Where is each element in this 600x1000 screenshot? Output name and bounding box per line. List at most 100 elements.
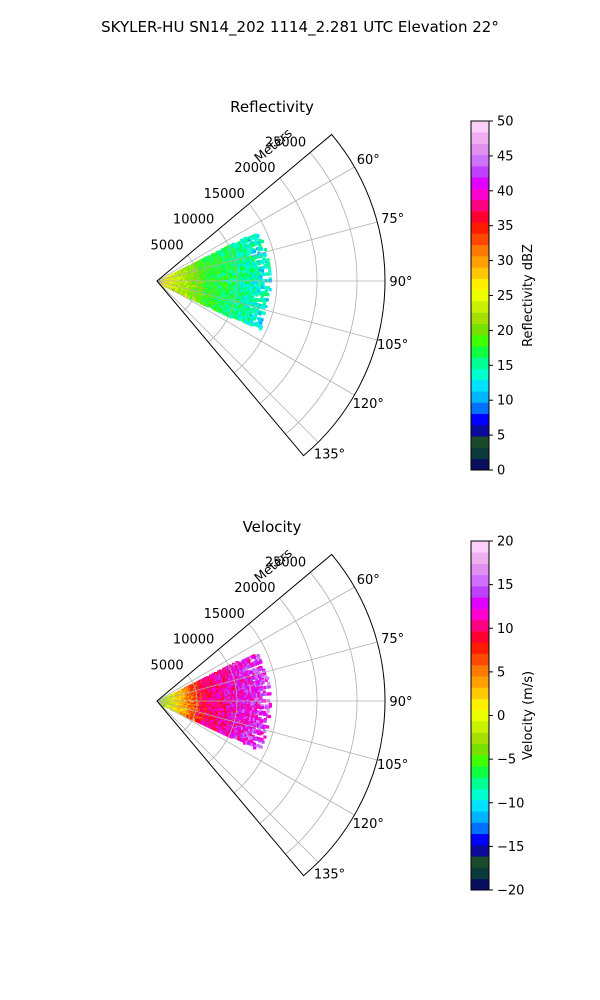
data-pixel bbox=[221, 306, 225, 310]
data-pixel bbox=[201, 301, 205, 306]
data-pixel bbox=[203, 722, 207, 726]
colorbar-segment bbox=[471, 154, 489, 167]
data-pixel bbox=[241, 297, 245, 301]
data-pixel bbox=[250, 275, 254, 279]
data-pixel bbox=[261, 272, 265, 276]
data-pixel bbox=[232, 314, 236, 319]
data-pixel bbox=[240, 243, 244, 247]
colorbar-tick-label: 0 bbox=[497, 464, 505, 479]
colorbar-segment bbox=[471, 199, 489, 212]
data-pixel bbox=[221, 674, 225, 678]
data-pixel bbox=[261, 285, 265, 290]
data-pixel bbox=[253, 235, 257, 239]
data-pixel bbox=[255, 262, 260, 266]
colorbar-segment bbox=[471, 447, 489, 460]
data-pixel bbox=[215, 281, 219, 285]
data-pixel bbox=[263, 248, 267, 252]
data-pixel bbox=[227, 269, 231, 273]
data-pixel bbox=[261, 261, 265, 265]
data-pixel bbox=[263, 286, 267, 290]
colorbar-segment bbox=[471, 391, 489, 403]
data-pixel bbox=[266, 293, 270, 297]
colorbar-segment bbox=[471, 301, 489, 313]
data-pixel bbox=[242, 242, 246, 246]
data-pixel bbox=[262, 292, 266, 296]
data-pixel bbox=[242, 313, 246, 317]
data-pixel bbox=[263, 253, 267, 257]
data-pixel bbox=[254, 281, 258, 285]
data-pixel bbox=[259, 277, 263, 281]
data-pixel bbox=[256, 323, 260, 328]
data-pixel bbox=[226, 252, 230, 256]
polar-frame bbox=[156, 133, 386, 457]
data-pixel bbox=[255, 236, 259, 240]
data-pixel bbox=[241, 285, 245, 289]
colorbar-tick-label: 30 bbox=[497, 254, 514, 269]
data-pixel bbox=[258, 305, 262, 309]
data-pixel bbox=[248, 263, 252, 267]
data-pixel bbox=[250, 281, 254, 285]
data-pixel bbox=[247, 257, 251, 261]
data-pixel bbox=[268, 288, 272, 292]
data-pixel bbox=[259, 281, 263, 285]
data-pixel bbox=[255, 274, 259, 278]
data-pixel bbox=[246, 281, 250, 285]
data-pixel bbox=[212, 688, 216, 692]
data-pixel bbox=[230, 243, 234, 247]
data-pixel bbox=[238, 317, 242, 322]
data-pixel bbox=[226, 313, 230, 317]
data-pixel bbox=[258, 242, 262, 246]
data-pixel bbox=[245, 320, 249, 325]
data-pixel bbox=[219, 726, 223, 731]
data-pixel bbox=[210, 691, 215, 695]
data-pixel bbox=[249, 292, 253, 296]
data-pixel bbox=[214, 728, 218, 732]
data-pixel bbox=[222, 698, 226, 703]
colorbar-segment bbox=[471, 413, 489, 426]
reflectivity-title: Reflectivity bbox=[230, 98, 314, 116]
data-pixel bbox=[211, 702, 215, 706]
colorbar-segment bbox=[471, 211, 489, 223]
reflectivity-polar-axes: 60°75°90°105°120°135°5000100001500020000… bbox=[151, 126, 413, 463]
data-pixel bbox=[241, 263, 245, 267]
colorbar-tick-label: 25 bbox=[497, 289, 514, 304]
data-pixel bbox=[196, 299, 200, 303]
data-pixel bbox=[189, 296, 194, 300]
data-pixel bbox=[222, 275, 226, 279]
colorbar-segment bbox=[471, 379, 489, 392]
data-pixel bbox=[210, 290, 215, 294]
data-pixel bbox=[223, 312, 227, 316]
data-pixel bbox=[243, 258, 248, 262]
data-pixel bbox=[186, 294, 190, 299]
data-pixel bbox=[246, 286, 250, 290]
colorbar-segment bbox=[471, 312, 489, 324]
data-pixel bbox=[260, 305, 264, 309]
data-pixel bbox=[204, 303, 208, 307]
velocity-polar-axes: 60°75°90°105°120°135°5000100001500020000… bbox=[151, 546, 413, 883]
data-pixel bbox=[218, 309, 222, 313]
data-pixel bbox=[267, 261, 271, 265]
data-pixel bbox=[245, 264, 249, 268]
data-pixel bbox=[245, 252, 249, 256]
data-pixel bbox=[218, 729, 222, 733]
colorbar-segment bbox=[471, 121, 489, 133]
data-pixel bbox=[258, 298, 262, 302]
data-pixel bbox=[239, 281, 243, 285]
data-pixel bbox=[260, 239, 265, 244]
data-pixel bbox=[241, 317, 245, 321]
data-pixel bbox=[255, 281, 260, 285]
data-pixel bbox=[242, 287, 246, 291]
data-pixel bbox=[220, 702, 225, 706]
data-pixel bbox=[251, 292, 255, 297]
data-pixel bbox=[247, 245, 251, 249]
data-pixel bbox=[265, 286, 269, 290]
data-pixel bbox=[237, 311, 241, 315]
azimuth-spoke bbox=[156, 280, 378, 341]
data-pixel bbox=[216, 729, 220, 733]
data-pixel bbox=[235, 310, 239, 314]
data-pixel bbox=[264, 291, 268, 295]
data-pixel bbox=[251, 256, 255, 261]
data-pixel bbox=[254, 262, 258, 266]
